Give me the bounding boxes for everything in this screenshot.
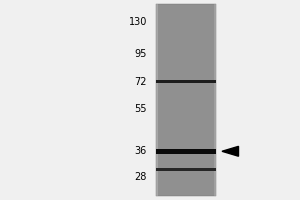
Bar	[214, 4, 216, 196]
Text: 55: 55	[134, 104, 147, 114]
Text: 28: 28	[135, 172, 147, 182]
Text: 36: 36	[135, 146, 147, 156]
Bar	[156, 4, 216, 196]
Bar	[156, 80, 216, 83]
Text: 95: 95	[135, 49, 147, 59]
Bar	[156, 149, 216, 154]
Bar	[214, 4, 216, 196]
Polygon shape	[222, 146, 238, 156]
Bar	[156, 4, 158, 196]
Text: 72: 72	[134, 77, 147, 87]
Bar	[156, 4, 158, 196]
Text: 130: 130	[129, 17, 147, 27]
Bar	[156, 168, 216, 171]
Text: CEM: CEM	[174, 0, 198, 2]
